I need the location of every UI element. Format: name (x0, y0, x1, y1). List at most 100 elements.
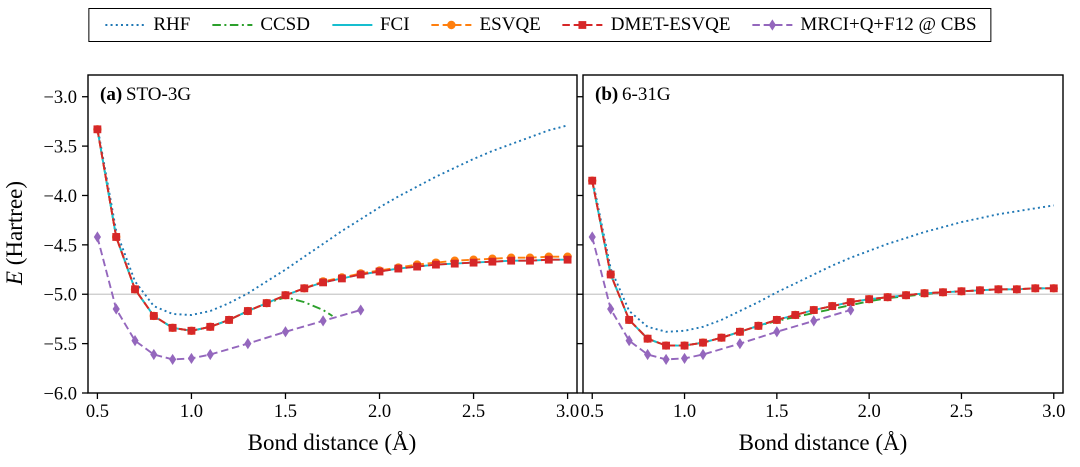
dmet-esvqe-marker (450, 259, 459, 268)
legend: RHF CCSD FCI ESVQE DMET-ESVQE MRCI+Q+F12… (88, 8, 992, 42)
dmet-esvqe-marker (488, 257, 497, 266)
dmet-esvqe-marker (625, 316, 634, 324)
x-tick-label: 1.5 (274, 402, 297, 422)
panel-b-letter: (b) (595, 84, 619, 105)
x-tick-label: 2.5 (950, 402, 973, 422)
mrci-marker (662, 353, 670, 366)
dmet-esvqe-line-sample-icon (562, 21, 603, 29)
series-line-ccsd (591, 180, 1054, 347)
mrci-marker (244, 338, 252, 350)
legend-item-dmet-esvqe: DMET-ESVQE (561, 14, 730, 36)
series-line-ccsd (96, 129, 334, 332)
dmet-esvqe-marker (1031, 284, 1040, 293)
series-rhf (591, 177, 1054, 333)
series-mrci (93, 231, 365, 366)
mrci-marker (699, 348, 707, 361)
series-line-dmet-esvqe (591, 180, 1054, 347)
panel-a-tag: (a) STO-3G (100, 84, 191, 106)
legend-label: MRCI+Q+F12 @ CBS (800, 14, 977, 35)
dmet-esvqe-marker (300, 284, 309, 293)
y-tick-label: −3.0 (43, 88, 77, 108)
mrci-marker (847, 304, 855, 316)
y-axis-label: E (Hartree) (2, 123, 32, 343)
dmet-esvqe-marker (338, 274, 346, 283)
series-fci (591, 180, 1054, 347)
x-tick-label: 2.0 (368, 402, 391, 422)
y-tick-label: −4.5 (43, 236, 77, 256)
dmet-esvqe-marker (356, 270, 365, 279)
rhf-line-sample-icon (105, 23, 146, 27)
esvqe-line-sample-icon (431, 20, 472, 30)
panel-a-letter: (a) (100, 84, 123, 105)
series-line-rhf (96, 124, 568, 316)
panel-b: 0.5 1.0 1.5 2.0 2.5 3.0 (577, 74, 1065, 422)
series-esvqe (93, 125, 572, 335)
dmet-esvqe-marker (717, 333, 726, 342)
dmet-esvqe-marker (206, 322, 215, 331)
series-fci (96, 129, 568, 332)
dmet-esvqe-marker (957, 287, 966, 296)
dmet-esvqe-marker (375, 267, 384, 276)
dmet-esvqe-marker (187, 326, 196, 335)
dmet-esvqe-marker (883, 293, 892, 302)
mrci-marker (112, 303, 120, 315)
dmet-esvqe-marker (754, 321, 763, 330)
dmet-esvqe-marker (262, 299, 271, 308)
x-tick-label: 3.0 (1042, 402, 1065, 422)
series-dmet-esvqe (93, 125, 572, 335)
dmet-esvqe-marker (846, 298, 855, 307)
dmet-esvqe-marker (920, 289, 929, 298)
x-tick-label: 1.0 (180, 402, 203, 422)
panel-frame (87, 74, 578, 394)
fci-line-sample-icon (331, 23, 372, 27)
x-axis-label-a: Bond distance (Å) (247, 430, 417, 455)
dmet-esvqe-marker (588, 176, 597, 185)
series-ccsd (96, 129, 334, 332)
dmet-esvqe-marker (93, 125, 102, 134)
panel-b-basis: 6-31G (622, 84, 671, 105)
mrci-marker (680, 352, 689, 365)
mrci-sample-marker (768, 19, 777, 31)
dmet-esvqe-marker (526, 256, 534, 265)
legend-item-rhf: RHF (103, 14, 190, 36)
dmet-esvqe-marker (643, 334, 652, 343)
mrci-marker (131, 335, 139, 347)
dmet-esvqe-marker (699, 338, 707, 347)
series-line-rhf (591, 177, 1054, 333)
y-tick-label: −6.0 (43, 385, 77, 405)
dmet-esvqe-marker (902, 291, 910, 300)
dmet-esvqe-marker (469, 258, 478, 267)
mrci-marker (357, 304, 365, 316)
y-tick-label: −5.0 (43, 286, 77, 306)
dmet-esvqe-marker (939, 288, 947, 297)
dmet-esvqe-marker (413, 262, 422, 271)
ticks-b: 0.5 1.0 1.5 2.0 2.5 3.0 (577, 96, 1065, 422)
mrci-marker (187, 352, 196, 365)
x-tick-label: 0.5 (581, 402, 604, 422)
dmet-esvqe-marker (976, 286, 984, 295)
dmet-esvqe-marker (281, 291, 290, 300)
dmet-esvqe-marker (606, 270, 615, 279)
legend-item-esvqe: ESVQE (430, 14, 541, 36)
y-tick-label: −3.5 (43, 138, 77, 158)
mrci-marker (206, 348, 214, 361)
y-axis-variable: E (2, 270, 27, 286)
dmet-esvqe-marker (662, 341, 670, 350)
legend-item-mrci: MRCI+Q+F12 @ CBS (750, 14, 977, 36)
dmet-esvqe-marker (319, 278, 327, 287)
dmet-esvqe-marker (563, 255, 572, 264)
x-axis-label-b: Bond distance (Å) (738, 430, 908, 455)
series-rhf (96, 124, 568, 316)
dmet-esvqe-marker (1012, 285, 1021, 294)
mrci-marker (169, 353, 177, 366)
mrci-line-sample-icon (752, 19, 793, 31)
dmet-esvqe-marker (225, 316, 233, 324)
x-tick-label: 1.0 (673, 402, 696, 422)
mrci-marker (588, 231, 596, 243)
panel-a: 0.5 1.0 1.5 2.0 2.5 3.0 −3.0 −3.5 −4.0 −4.5 −5.0 −5… (43, 74, 579, 422)
dmet-esvqe-marker (243, 307, 252, 315)
series-mrci (588, 231, 855, 366)
dmet-esvqe-marker (507, 256, 516, 265)
y-tick-label: −4.0 (43, 187, 77, 207)
